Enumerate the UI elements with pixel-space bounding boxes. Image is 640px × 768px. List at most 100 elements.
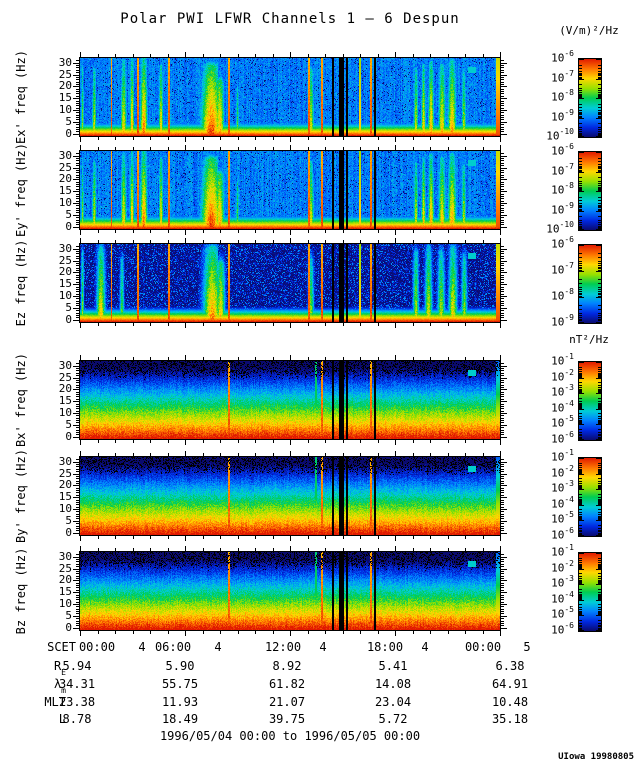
- tick-mark: [76, 96, 79, 97]
- tick-mark: [598, 592, 601, 593]
- tick-mark: [598, 88, 601, 89]
- tick-mark: [579, 188, 582, 189]
- colorbar-exponent: -2: [564, 367, 574, 377]
- tick-mark: [76, 415, 79, 416]
- tick-mark: [501, 370, 504, 371]
- tick-mark: [395, 137, 396, 142]
- tick-mark: [579, 98, 584, 99]
- tick-mark: [579, 604, 582, 605]
- tick-mark: [598, 133, 601, 134]
- tick-mark: [483, 147, 484, 150]
- tick-mark: [579, 485, 582, 486]
- tick-mark: [596, 79, 601, 80]
- ephemeris-value: 8.78: [62, 712, 92, 726]
- colorbar-base: 10: [551, 545, 565, 559]
- tick-mark: [579, 421, 582, 422]
- colorbar-base: 10: [551, 183, 565, 197]
- tick-mark: [308, 357, 309, 360]
- tick-mark: [579, 595, 582, 596]
- tick-mark: [76, 317, 79, 318]
- colorbar-tick-label: 10-6: [520, 49, 574, 65]
- tick-mark: [501, 404, 504, 405]
- tick-mark: [483, 548, 484, 551]
- colorbar-tick-label: 10-4: [520, 495, 574, 511]
- tick-mark: [598, 206, 601, 207]
- tick-mark: [501, 172, 504, 173]
- tick-mark: [596, 297, 601, 298]
- colorbar-tick-label: 10-7: [520, 162, 574, 178]
- tick-mark: [395, 323, 396, 328]
- tick-mark: [579, 389, 582, 390]
- tick-mark: [579, 517, 582, 518]
- tick-mark: [579, 422, 582, 423]
- tick-mark: [203, 240, 204, 243]
- tick-mark: [76, 392, 79, 393]
- colorbar-ex: [578, 58, 602, 138]
- tick-mark: [598, 71, 601, 72]
- tick-mark: [483, 323, 484, 326]
- y-tick-label: 25: [58, 160, 72, 174]
- tick-mark: [76, 310, 79, 311]
- tick-mark: [579, 576, 582, 577]
- tick-mark: [76, 172, 79, 173]
- tick-mark: [598, 226, 601, 227]
- colorbar-exponent: -5: [564, 510, 574, 520]
- tick-mark: [598, 613, 601, 614]
- tick-mark: [133, 230, 134, 233]
- tick-mark: [598, 181, 601, 182]
- colorbar-exponent: -3: [564, 383, 574, 393]
- tick-mark: [76, 182, 79, 183]
- tick-mark: [501, 375, 504, 376]
- tick-mark: [579, 220, 582, 221]
- tick-mark: [579, 378, 584, 379]
- tick-mark: [501, 385, 504, 386]
- tick-mark: [501, 301, 504, 302]
- tick-mark: [579, 228, 582, 229]
- x-axis-title: SCET: [47, 640, 76, 654]
- tick-mark: [501, 382, 504, 383]
- tick-mark: [501, 623, 504, 624]
- colorbar-tick-label: 10-9: [520, 108, 574, 124]
- tick-mark: [76, 184, 79, 185]
- tick-mark: [579, 297, 584, 298]
- tick-mark: [483, 137, 484, 140]
- tick-mark: [115, 54, 116, 57]
- tick-mark: [579, 530, 582, 531]
- tick-mark: [325, 440, 326, 443]
- tick-mark: [80, 238, 81, 243]
- tick-mark: [150, 357, 151, 360]
- tick-mark: [596, 229, 601, 230]
- colorbar-exponent: -1: [564, 448, 574, 457]
- tick-mark: [501, 201, 504, 202]
- tick-mark: [501, 459, 504, 460]
- tick-mark: [598, 472, 601, 473]
- tick-mark: [76, 430, 79, 431]
- tick-mark: [325, 240, 326, 243]
- tick-mark: [80, 230, 81, 235]
- tick-mark: [76, 170, 79, 171]
- tick-mark: [501, 103, 504, 104]
- tick-mark: [76, 291, 79, 292]
- colorbar-base: 10: [551, 561, 565, 575]
- tick-mark: [501, 256, 504, 257]
- tick-mark: [501, 284, 507, 285]
- tick-mark: [185, 238, 186, 243]
- tick-mark: [598, 227, 601, 228]
- tick-mark: [598, 95, 601, 96]
- tick-mark: [76, 471, 79, 472]
- tick-mark: [598, 465, 601, 466]
- day-tick-label: 4: [138, 640, 146, 654]
- tick-mark: [73, 462, 79, 463]
- tick-mark: [579, 362, 584, 363]
- tick-mark: [579, 393, 584, 394]
- tick-mark: [596, 535, 601, 536]
- tick-mark: [579, 398, 582, 399]
- ephemeris-value: 55.75: [161, 677, 199, 691]
- tick-mark: [598, 625, 601, 626]
- tick-mark: [378, 453, 379, 456]
- y-tick-label: 20: [58, 172, 72, 186]
- tick-mark: [238, 453, 239, 456]
- tick-mark: [76, 79, 79, 80]
- tick-mark: [598, 96, 601, 97]
